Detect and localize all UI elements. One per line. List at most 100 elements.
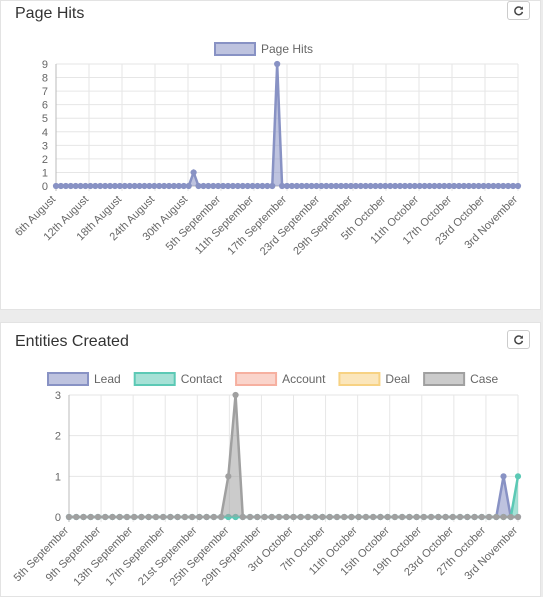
y-tick-label: 6 bbox=[42, 100, 48, 112]
data-point bbox=[109, 513, 116, 521]
data-point bbox=[254, 513, 261, 521]
legend-swatch bbox=[47, 372, 89, 386]
legend-swatch bbox=[423, 372, 466, 386]
data-point bbox=[196, 513, 203, 521]
y-tick-label: 3 bbox=[42, 140, 48, 152]
data-point bbox=[442, 513, 449, 521]
data-point bbox=[427, 513, 435, 521]
data-point bbox=[268, 513, 275, 521]
y-tick-label: 4 bbox=[42, 127, 48, 139]
y-tick-label: 5 bbox=[42, 113, 48, 125]
refresh-button[interactable] bbox=[507, 330, 530, 349]
data-point bbox=[384, 513, 391, 521]
data-point bbox=[333, 513, 341, 521]
data-point bbox=[131, 513, 138, 521]
data-point bbox=[190, 169, 197, 176]
data-point bbox=[478, 513, 485, 521]
y-tick-label: 7 bbox=[42, 86, 48, 98]
legend-label: Page Hits bbox=[261, 42, 313, 56]
data-point bbox=[485, 513, 493, 521]
data-point bbox=[420, 513, 427, 521]
data-point bbox=[399, 513, 406, 521]
data-point bbox=[210, 513, 217, 521]
data-point bbox=[152, 513, 160, 521]
data-point bbox=[514, 513, 522, 521]
data-point bbox=[116, 513, 123, 521]
x-tick-label: 29th September bbox=[291, 193, 355, 257]
data-point bbox=[456, 513, 464, 521]
data-point bbox=[319, 513, 326, 521]
data-point bbox=[493, 513, 500, 521]
data-point bbox=[297, 513, 304, 521]
y-tick-label: 2 bbox=[42, 154, 48, 166]
data-point bbox=[246, 513, 254, 521]
legend-label: Contact bbox=[181, 372, 223, 386]
data-point bbox=[65, 513, 73, 521]
data-point bbox=[185, 182, 192, 190]
data-point bbox=[275, 513, 283, 521]
refresh-button[interactable] bbox=[507, 1, 530, 20]
data-point bbox=[189, 513, 196, 521]
data-point bbox=[138, 513, 145, 521]
data-point bbox=[239, 513, 246, 521]
y-tick-label: 1 bbox=[42, 167, 48, 179]
data-point bbox=[362, 513, 370, 521]
data-point bbox=[514, 473, 522, 480]
data-point bbox=[326, 513, 333, 521]
legend-swatch bbox=[235, 372, 278, 386]
data-point bbox=[225, 473, 232, 480]
panel-title: Entities Created bbox=[15, 333, 129, 350]
data-point bbox=[355, 513, 362, 521]
data-point bbox=[217, 513, 225, 521]
y-tick-label: 1 bbox=[55, 471, 61, 483]
legend-swatch bbox=[214, 42, 256, 56]
data-point bbox=[312, 513, 319, 521]
entities-created-chart: Lead Contact Account Deal Case 0 1 2 3 5th Septem… bbox=[12, 372, 522, 588]
data-point bbox=[370, 513, 377, 521]
data-point bbox=[500, 513, 507, 521]
page-hits-panel: Page Hits Page Hits 0 1 2 3 4 5 6 7 8 9 6th August 1… bbox=[0, 0, 541, 310]
entities-created-panel: Entities Created Lead Contact Account Deal C… bbox=[0, 322, 541, 597]
data-point bbox=[341, 513, 348, 521]
data-point bbox=[174, 513, 181, 521]
x-tick-label: 17th September bbox=[225, 193, 289, 257]
data-point bbox=[123, 513, 131, 521]
data-point bbox=[274, 60, 281, 68]
y-tick-label: 9 bbox=[42, 59, 48, 71]
data-point bbox=[283, 513, 290, 521]
x-tick-label: 23rd September bbox=[258, 193, 323, 258]
data-point bbox=[232, 391, 239, 399]
data-point bbox=[304, 513, 312, 521]
y-tick-label: 2 bbox=[55, 431, 61, 443]
data-point bbox=[449, 513, 456, 521]
legend-label: Account bbox=[282, 372, 326, 386]
legend-label: Lead bbox=[94, 372, 121, 386]
data-point bbox=[391, 513, 398, 521]
data-point bbox=[167, 513, 174, 521]
data-point bbox=[500, 473, 507, 480]
panel-title: Page Hits bbox=[15, 5, 85, 22]
data-point bbox=[471, 513, 478, 521]
data-point bbox=[377, 513, 384, 521]
data-point bbox=[80, 513, 87, 521]
legend-swatch bbox=[338, 372, 381, 386]
data-point bbox=[413, 513, 420, 521]
data-point bbox=[102, 513, 109, 521]
data-point bbox=[160, 513, 167, 521]
x-tick-label: 11th September bbox=[193, 193, 256, 256]
data-point bbox=[94, 513, 102, 521]
legend-label: Deal bbox=[385, 372, 410, 386]
data-point bbox=[73, 513, 80, 521]
data-point bbox=[181, 513, 188, 521]
data-point bbox=[269, 182, 276, 190]
y-tick-label: 0 bbox=[42, 181, 48, 193]
data-point bbox=[435, 513, 442, 521]
data-point bbox=[464, 513, 471, 521]
data-point bbox=[87, 513, 94, 521]
data-point bbox=[406, 513, 413, 521]
x-tick-label: 5th September bbox=[12, 524, 72, 584]
data-point bbox=[348, 513, 355, 521]
data-point bbox=[514, 182, 522, 190]
y-tick-label: 3 bbox=[55, 390, 61, 402]
